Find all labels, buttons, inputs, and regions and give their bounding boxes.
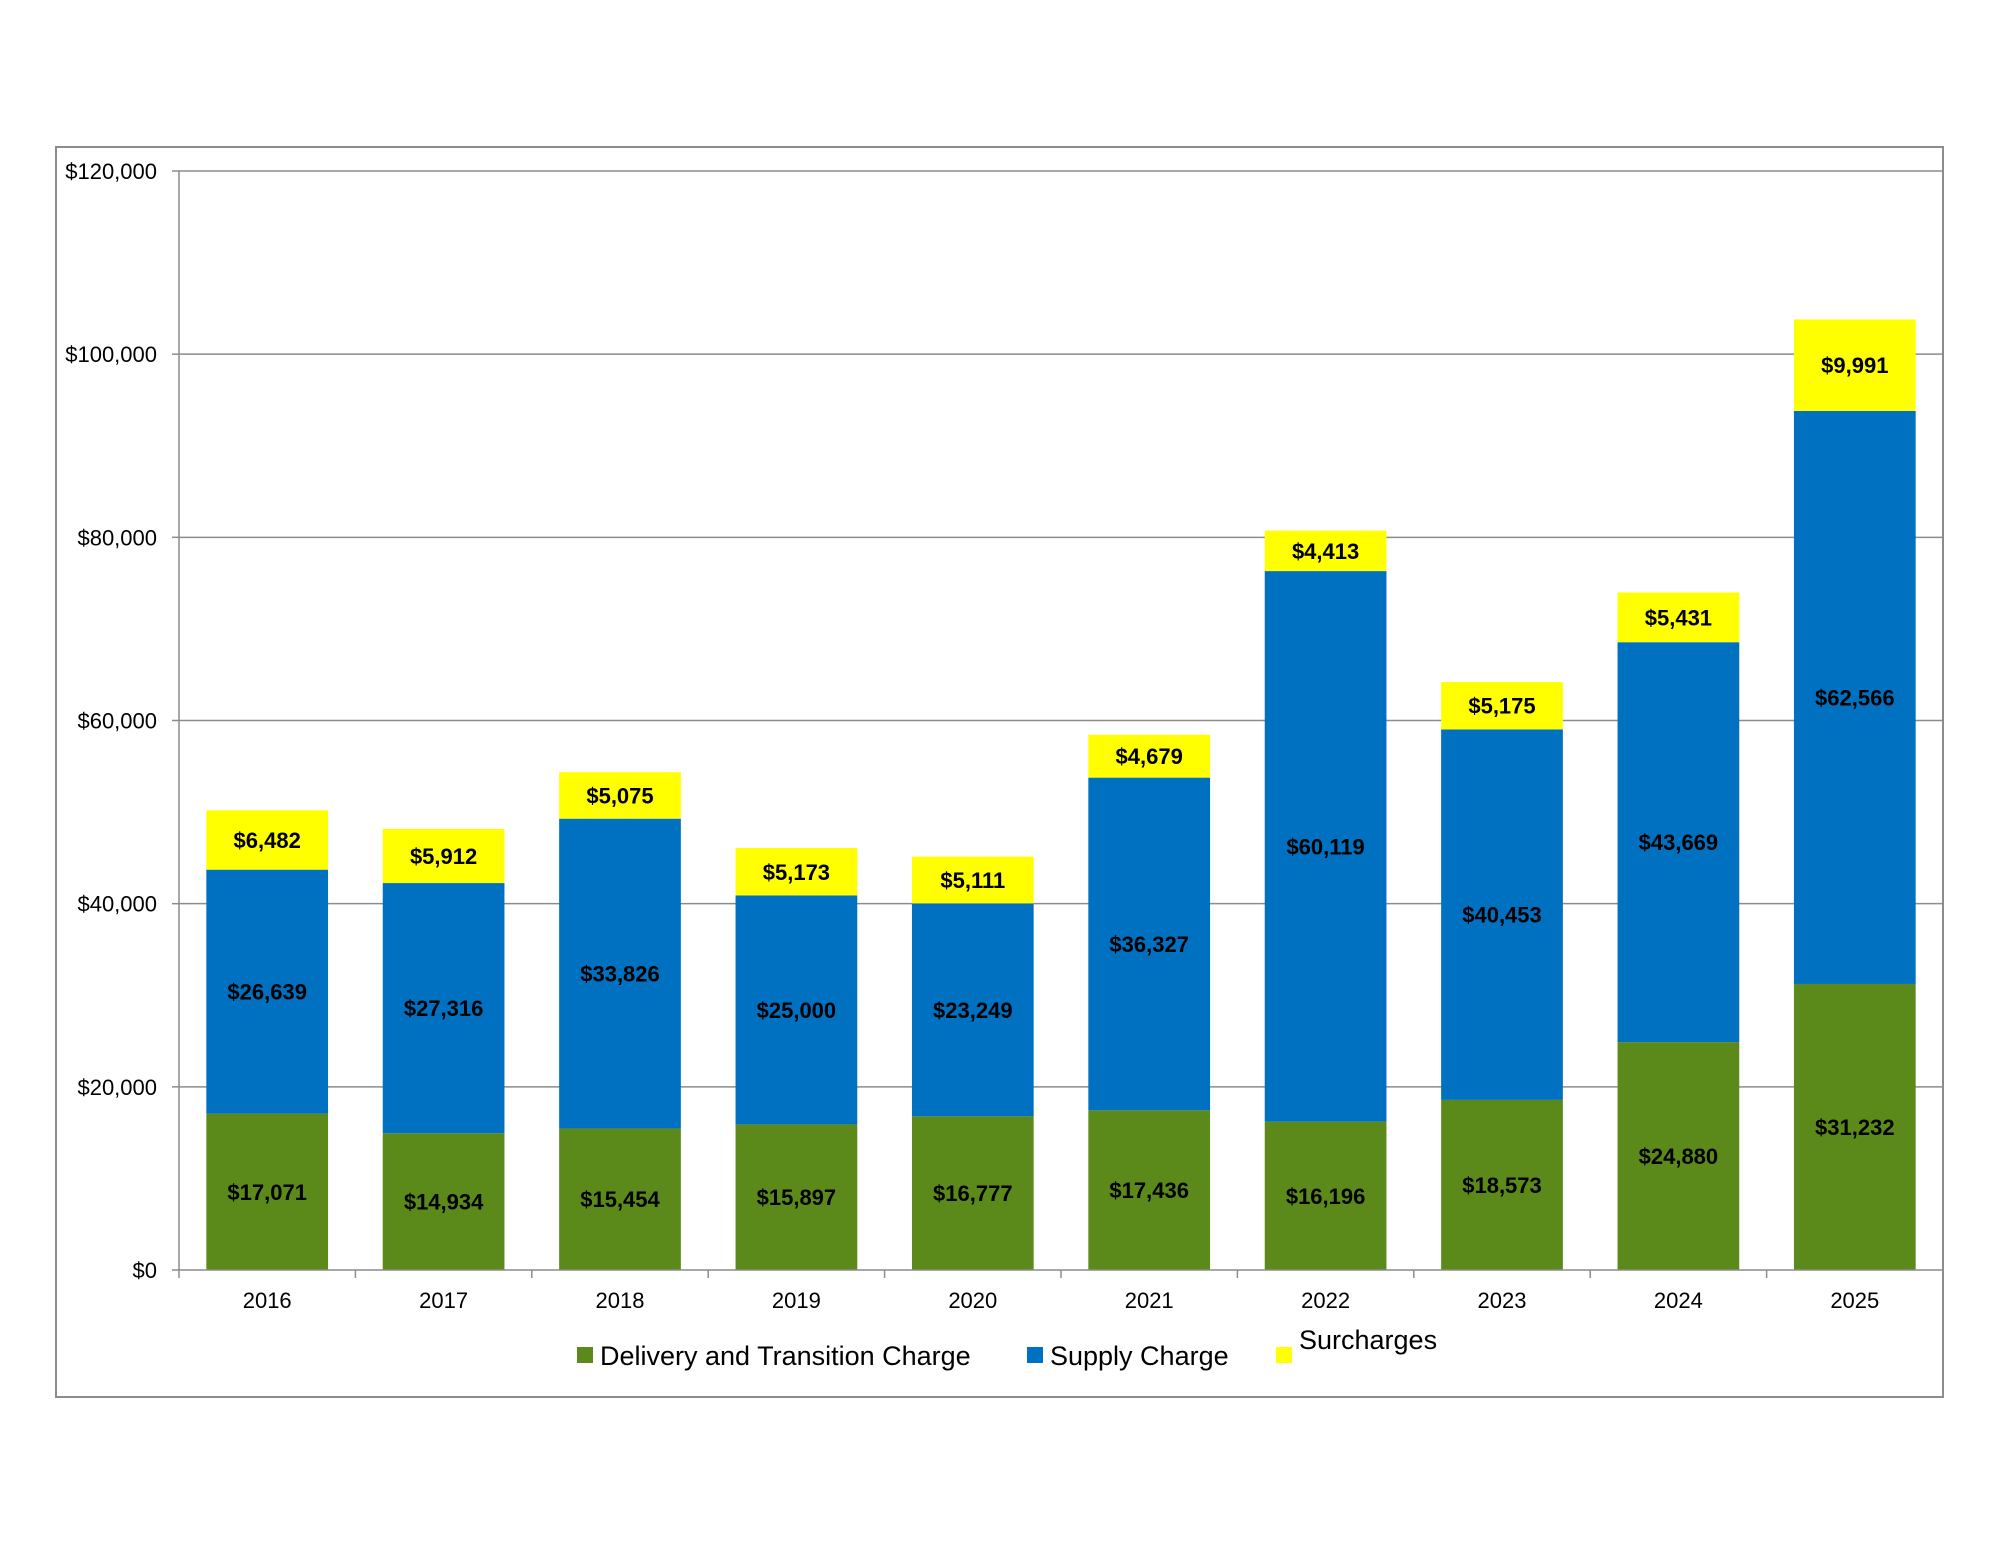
data-label: $25,000	[757, 998, 837, 1023]
y-tick-label: $100,000	[65, 342, 157, 367]
data-label: $26,639	[227, 980, 307, 1005]
legend-swatch	[1276, 1347, 1292, 1363]
data-label: $15,897	[757, 1185, 837, 1210]
data-label: $5,075	[586, 783, 653, 808]
bar-segment	[735, 1124, 858, 1270]
y-tick-label: $20,000	[77, 1075, 157, 1100]
legend-swatch	[577, 1347, 593, 1363]
y-tick-label: $60,000	[77, 709, 157, 734]
bar-segment	[735, 895, 858, 1125]
data-label: $17,436	[1109, 1178, 1189, 1203]
data-label: $15,454	[580, 1187, 660, 1212]
bar-segment	[382, 1133, 505, 1270]
legend-label: Supply Charge	[1050, 1341, 1229, 1371]
data-label: $5,175	[1468, 694, 1535, 719]
bar-segment	[1441, 729, 1563, 1100]
data-label: $5,173	[763, 860, 830, 885]
data-label: $16,196	[1286, 1184, 1366, 1209]
data-label: $33,826	[580, 962, 660, 987]
bar-segment	[1088, 777, 1211, 1111]
axes: $0 $20,000 $40,000 $60,000 $80,000 $100,000 $1…	[65, 159, 1944, 1313]
bar-segment	[382, 883, 505, 1134]
bar-segment	[1088, 1110, 1211, 1270]
y-tick-label: $0	[133, 1258, 157, 1283]
x-tick-label: 2021	[1125, 1288, 1174, 1313]
bar-segment	[1441, 1099, 1563, 1270]
legend-swatch	[1027, 1347, 1043, 1363]
x-tick-label: 2018	[596, 1288, 645, 1313]
legend: Delivery and Transition Charge Supply Cha…	[577, 1325, 1437, 1371]
bar-segment	[559, 818, 681, 1129]
x-tick-label: 2024	[1654, 1288, 1703, 1313]
bar-segment	[206, 810, 329, 870]
x-tick-label: 2020	[948, 1288, 997, 1313]
data-label: $62,566	[1815, 685, 1895, 710]
data-label: $5,431	[1645, 605, 1712, 630]
bar-segment	[206, 869, 329, 1114]
data-label: $27,316	[404, 996, 484, 1021]
bar-segment	[911, 903, 1034, 1117]
bar-segment	[735, 848, 858, 896]
legend-label: Surcharges	[1299, 1325, 1437, 1355]
bar-segment	[1264, 530, 1387, 572]
y-tick-label: $80,000	[77, 525, 157, 550]
bar-segment	[1617, 592, 1740, 643]
data-label: $23,249	[933, 998, 1013, 1023]
bar-segment	[559, 772, 681, 819]
bar-segment	[1617, 642, 1740, 1043]
x-tick-label: 2022	[1301, 1288, 1350, 1313]
bar-segment	[1264, 1121, 1387, 1270]
bar-segment	[1617, 1042, 1740, 1270]
bar-segment	[1264, 571, 1387, 1122]
data-label: $16,777	[933, 1181, 1013, 1206]
data-label: $40,453	[1462, 903, 1542, 928]
data-label: $60,119	[1286, 834, 1364, 859]
data-label: $17,071	[227, 1180, 307, 1205]
legend-label: Delivery and Transition Charge	[600, 1341, 971, 1371]
bar-segment	[382, 828, 505, 884]
bar-segment	[1441, 682, 1563, 730]
data-label: $31,232	[1815, 1115, 1895, 1140]
bar-segment	[911, 1116, 1034, 1270]
data-label: $43,669	[1639, 830, 1719, 855]
data-label: $9,991	[1821, 353, 1888, 378]
data-label: $14,934	[404, 1190, 484, 1215]
data-label: $6,482	[234, 828, 301, 853]
x-tick-label: 2023	[1478, 1288, 1527, 1313]
data-label: $4,413	[1292, 539, 1359, 564]
bar-segment	[911, 856, 1034, 904]
bar-segment	[559, 1128, 681, 1270]
bar-segment	[1793, 983, 1916, 1270]
x-tick-label: 2017	[419, 1288, 468, 1313]
data-label: $5,111	[940, 868, 1005, 893]
x-tick-label: 2019	[772, 1288, 821, 1313]
data-label: $18,573	[1462, 1173, 1542, 1198]
data-label: $5,912	[410, 844, 477, 869]
data-label: $36,327	[1109, 932, 1189, 957]
bars: $17,071 $26,639 $6,482 $14,934 $27,316 $5,912…	[206, 319, 1916, 1270]
bar-segment	[1793, 319, 1916, 411]
y-tick-label: $40,000	[77, 892, 157, 917]
x-tick-label: 2016	[243, 1288, 292, 1313]
x-tick-label: 2025	[1830, 1288, 1879, 1313]
y-tick-label: $120,000	[65, 159, 157, 184]
data-label: $24,880	[1639, 1144, 1719, 1169]
bar-segment	[1793, 410, 1916, 984]
bar-segment	[206, 1113, 329, 1270]
data-label: $4,679	[1116, 744, 1183, 769]
bar-segment	[1088, 734, 1211, 778]
